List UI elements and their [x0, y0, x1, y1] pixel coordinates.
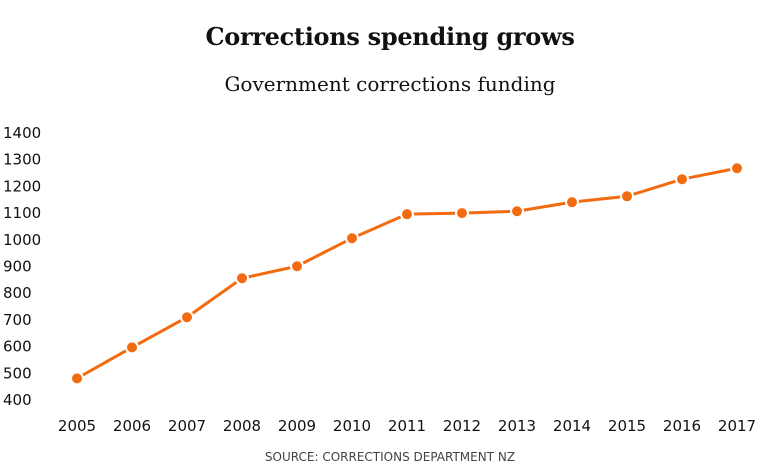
- data-point-2013[interactable]: [510, 204, 524, 219]
- y-tick-label: 1100: [3, 204, 41, 222]
- x-tick-label: 2006: [113, 417, 151, 435]
- line-segment: [186, 277, 243, 319]
- y-tick-label: 400: [3, 391, 32, 409]
- source-note: SOURCE: CORRECTIONS DEPARTMENT NZ: [264, 450, 516, 464]
- y-tick-label: 800: [3, 284, 32, 302]
- data-point-2006[interactable]: [125, 340, 139, 355]
- chart-subtitle: Government corrections funding: [224, 72, 556, 96]
- y-tick-label: 1000: [3, 231, 41, 249]
- x-tick-label: 2005: [58, 417, 96, 435]
- line-segment: [351, 212, 408, 240]
- x-tick-label: 2009: [278, 417, 316, 435]
- x-tick-label: 2012: [443, 417, 481, 435]
- data-point-2005[interactable]: [70, 371, 84, 386]
- data-point-2007[interactable]: [180, 310, 194, 325]
- line-segment: [241, 264, 298, 280]
- y-tick-label: 700: [3, 311, 32, 329]
- line-segment: [131, 315, 188, 349]
- y-axis: 400 500 600 700 800 900 1000 1100 1200 1300 1400: [3, 124, 41, 409]
- line-segment: [681, 166, 738, 181]
- x-tick-label: 2015: [608, 417, 646, 435]
- data-point-2010[interactable]: [345, 231, 359, 246]
- x-tick-label: 2013: [498, 417, 536, 435]
- x-tick-label: 2008: [223, 417, 261, 435]
- data-point-2011[interactable]: [400, 207, 414, 222]
- data-point-2009[interactable]: [290, 259, 304, 274]
- line-segment: [296, 236, 353, 268]
- data-point-2014[interactable]: [565, 195, 579, 210]
- y-tick-label: 500: [3, 364, 32, 382]
- line-segment: [406, 211, 463, 216]
- data-point-2017[interactable]: [730, 161, 744, 176]
- data-point-2016[interactable]: [675, 172, 689, 187]
- line-segment: [76, 346, 133, 380]
- x-tick-label: 2011: [388, 417, 426, 435]
- line-segment: [571, 194, 628, 204]
- y-tick-label: 600: [3, 338, 32, 356]
- data-point-2012[interactable]: [455, 206, 469, 221]
- line-segment: [516, 200, 573, 213]
- x-tick-label: 2007: [168, 417, 206, 435]
- data-point-2015[interactable]: [620, 189, 634, 204]
- line-segment: [626, 177, 683, 198]
- y-tick-label: 1200: [3, 177, 41, 195]
- y-tick-label: 900: [3, 258, 32, 276]
- data-point-2008[interactable]: [235, 271, 249, 286]
- x-tick-label: 2010: [333, 417, 371, 435]
- y-tick-label: 1400: [3, 124, 41, 142]
- x-tick-label: 2014: [553, 417, 591, 435]
- y-tick-label: 1300: [3, 151, 41, 169]
- x-tick-label: 2016: [663, 417, 701, 435]
- series-funding: [70, 161, 744, 386]
- x-tick-label: 2017: [718, 417, 756, 435]
- chart-title: Corrections spending grows: [205, 22, 575, 51]
- x-axis: 2005 2006 2007 2008 2009 2010 2011 2012 2013 2014…: [58, 417, 756, 435]
- line-segment: [461, 209, 518, 215]
